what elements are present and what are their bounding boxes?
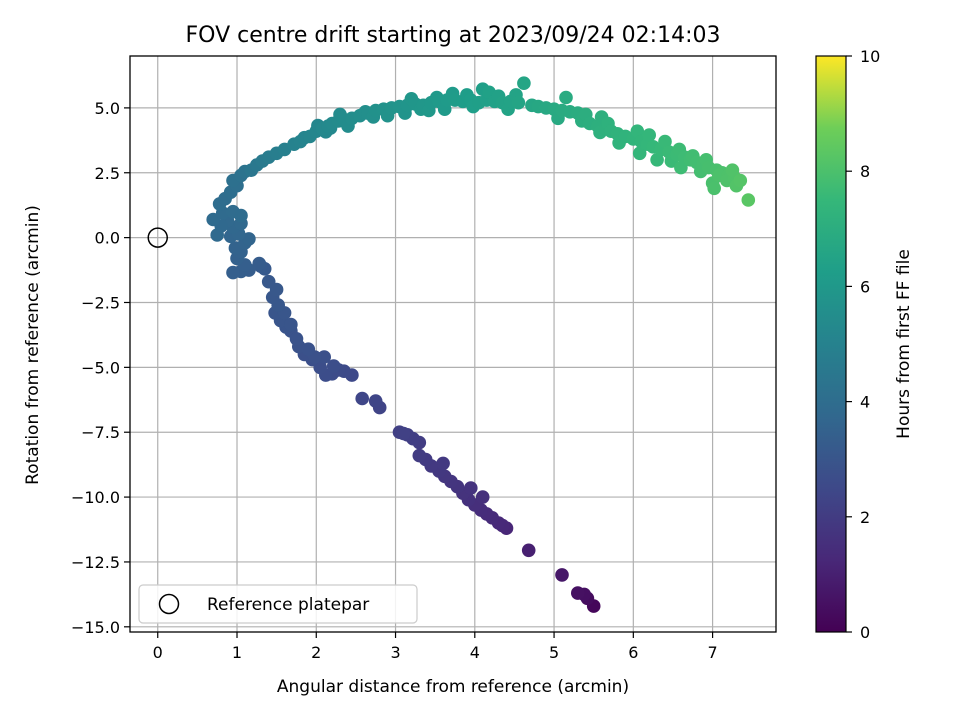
scatter-point bbox=[707, 181, 721, 196]
scatter-point bbox=[261, 274, 276, 289]
y-tick-label: −5.0 bbox=[81, 358, 120, 377]
colorbar-tick-label: 0 bbox=[860, 623, 870, 642]
colorbar-tick-label: 6 bbox=[860, 277, 870, 296]
legend-box bbox=[138, 584, 418, 624]
x-tick-label: 5 bbox=[549, 643, 559, 662]
reference-platepar-marker bbox=[147, 227, 168, 248]
scatter-point bbox=[475, 490, 490, 504]
colorbar-frame bbox=[815, 55, 847, 633]
colorbar-gradient bbox=[816, 56, 846, 632]
y-tick-label: −10.0 bbox=[71, 488, 120, 507]
y-tick-label: 2.5 bbox=[95, 164, 120, 183]
colorbar-tick-label: 4 bbox=[860, 393, 870, 412]
x-tick-label: 4 bbox=[470, 643, 480, 662]
scatter-point bbox=[571, 586, 585, 600]
reference-point-layer bbox=[147, 227, 168, 248]
x-axis-label: Angular distance from reference (arcmin) bbox=[277, 677, 629, 697]
plot-frame bbox=[129, 55, 777, 633]
scatter-point bbox=[284, 317, 298, 332]
scatter-point bbox=[555, 568, 569, 582]
scatter-point bbox=[521, 543, 536, 558]
scatter-point bbox=[650, 153, 664, 167]
x-tick-label: 2 bbox=[311, 643, 321, 662]
legend-label: Reference platepar bbox=[207, 595, 369, 615]
scatter-point bbox=[252, 256, 266, 271]
scatter-point bbox=[733, 173, 748, 188]
scatter-point bbox=[658, 134, 672, 149]
x-tick-label: 0 bbox=[153, 643, 163, 662]
x-axis-ticks: 0 1 2 3 4 5 6 7 bbox=[153, 632, 718, 662]
scatter-point bbox=[301, 342, 316, 357]
scatter-point bbox=[226, 265, 240, 280]
y-axis-label: Rotation from reference (arcmin) bbox=[23, 205, 43, 485]
chart-title: FOV centre drift starting at 2023/09/24 … bbox=[186, 23, 721, 48]
x-tick-label: 6 bbox=[628, 643, 638, 662]
colorbar-tick-label: 8 bbox=[860, 162, 870, 181]
scatter-point bbox=[210, 228, 224, 242]
x-tick-label: 7 bbox=[707, 643, 717, 662]
scatter-point bbox=[511, 95, 526, 110]
scatter-point bbox=[559, 90, 573, 105]
legend: Reference platepar bbox=[138, 584, 418, 624]
y-tick-label: −2.5 bbox=[81, 293, 120, 312]
colorbar-tick-label: 10 bbox=[860, 47, 880, 66]
y-tick-label: −12.5 bbox=[71, 553, 120, 572]
grid-lines bbox=[130, 56, 776, 632]
x-tick-label: 1 bbox=[232, 643, 242, 662]
scatter-point bbox=[396, 426, 411, 441]
scatter-point bbox=[725, 163, 740, 177]
scatter-point bbox=[517, 76, 531, 90]
y-tick-label: 0.0 bbox=[95, 229, 120, 248]
scatter-points bbox=[206, 76, 756, 613]
scatter-point bbox=[464, 481, 478, 495]
scatter-point bbox=[355, 391, 370, 406]
scatter-point bbox=[242, 232, 256, 246]
scatter-point bbox=[632, 146, 647, 161]
scatter-point bbox=[289, 332, 304, 346]
scatter-point bbox=[674, 160, 688, 175]
y-tick-label: 5.0 bbox=[95, 99, 120, 118]
legend-reference-marker bbox=[158, 593, 180, 615]
scatter-point bbox=[436, 456, 450, 471]
scatter-point bbox=[630, 124, 645, 138]
x-tick-label: 3 bbox=[390, 643, 400, 662]
colorbar-tick-label: 2 bbox=[860, 508, 870, 527]
colorbar-label: Hours from first FF file bbox=[894, 249, 914, 439]
colorbar-ticks: 0 2 4 6 8 10 bbox=[846, 47, 880, 642]
scatter-point bbox=[234, 208, 248, 223]
scatter-point bbox=[741, 193, 756, 207]
scatter-point bbox=[368, 394, 383, 408]
scatter-point bbox=[326, 359, 341, 373]
y-tick-label: −7.5 bbox=[81, 423, 120, 442]
scatter-point bbox=[412, 448, 427, 463]
y-axis-ticks: 5.0 2.5 0.0 −2.5 −5.0 −7.5 −10.0 −12.5 −15.0 bbox=[71, 99, 130, 637]
colorbar: 0 2 4 6 8 10 Hours from first FF file bbox=[815, 47, 914, 642]
scatter-point bbox=[317, 350, 332, 364]
scatter-point bbox=[642, 128, 656, 142]
scatter-point bbox=[206, 212, 220, 227]
y-tick-label: −15.0 bbox=[71, 618, 120, 637]
